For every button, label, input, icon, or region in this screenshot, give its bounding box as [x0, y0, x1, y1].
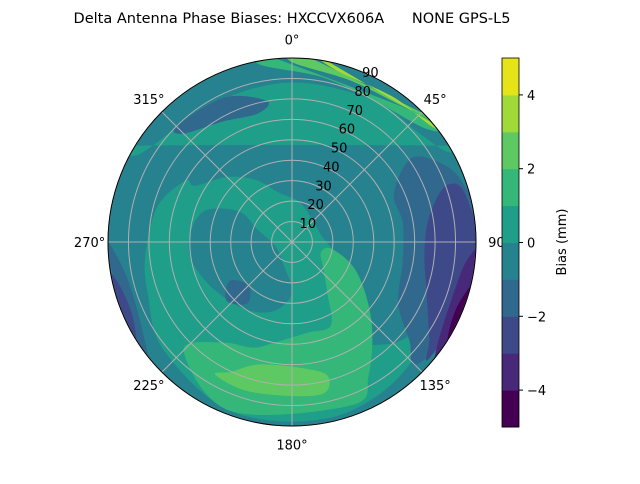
colorbar-band [502, 353, 519, 391]
colorbar-band [502, 131, 519, 170]
contour-region [424, 183, 476, 361]
radial-tick-label: 50 [331, 142, 348, 157]
colorbar-band [502, 94, 519, 133]
angle-tick-label: 225° [133, 379, 164, 394]
colorbar-band [502, 168, 519, 207]
radial-tick-label: 60 [339, 123, 356, 138]
colorbar-band [502, 205, 519, 243]
contour-region [303, 58, 459, 140]
colorbar-band [502, 279, 519, 317]
contour-region [225, 280, 251, 305]
angle-tick-label: 0° [285, 34, 300, 49]
colorbar-band [502, 316, 519, 354]
angle-tick-labels: 0° 45° 90 135° 180° 225° 270° 315° [74, 34, 505, 454]
grid-spoke [161, 241, 293, 373]
grid-spoke [291, 111, 423, 243]
radial-tick-label: 90 [362, 66, 379, 81]
chart-title: Delta Antenna Phase Biases: HXCCVX606A N… [74, 11, 511, 27]
contour-region [188, 208, 293, 313]
colorbar-label: Bias (mm) [555, 209, 570, 276]
angle-tick-label: 270° [74, 236, 105, 251]
angle-tick-label: 315° [133, 93, 164, 108]
angle-tick-label: 45° [424, 93, 447, 108]
angle-tick-label: 90 [488, 236, 505, 251]
radial-tick-label: 80 [354, 85, 371, 100]
radial-tick-label: 40 [323, 160, 340, 175]
colorbar-tick-label: 0 [527, 237, 535, 252]
colorbar-band [502, 390, 519, 428]
colorbar-band [502, 58, 519, 96]
colorbar-tick-label: 4 [527, 89, 535, 104]
colorbar-band [502, 242, 519, 280]
grid-spoke [291, 241, 423, 373]
polar-frame [107, 57, 477, 427]
colorbar-tick-label: −4 [527, 384, 546, 399]
contour-region [173, 95, 270, 134]
radial-tick-label: 30 [315, 179, 332, 194]
contour-region [214, 364, 330, 397]
angle-tick-label: 135° [419, 379, 450, 394]
radial-tick-label: 10 [300, 217, 317, 232]
colorbar-tick-label: 2 [527, 163, 535, 178]
radial-tick-labels: 10 20 30 40 50 60 70 80 90 [300, 66, 379, 232]
colorbar-tick-label: −2 [527, 310, 546, 325]
contour-region [243, 58, 455, 133]
angle-tick-label: 180° [276, 438, 307, 453]
polar-grid [107, 57, 477, 427]
radial-tick-label: 20 [307, 198, 324, 213]
colorbar: −4 −2 0 2 4 [501, 57, 546, 428]
radial-tick-label: 70 [346, 104, 363, 119]
grid-spoke [161, 111, 293, 243]
